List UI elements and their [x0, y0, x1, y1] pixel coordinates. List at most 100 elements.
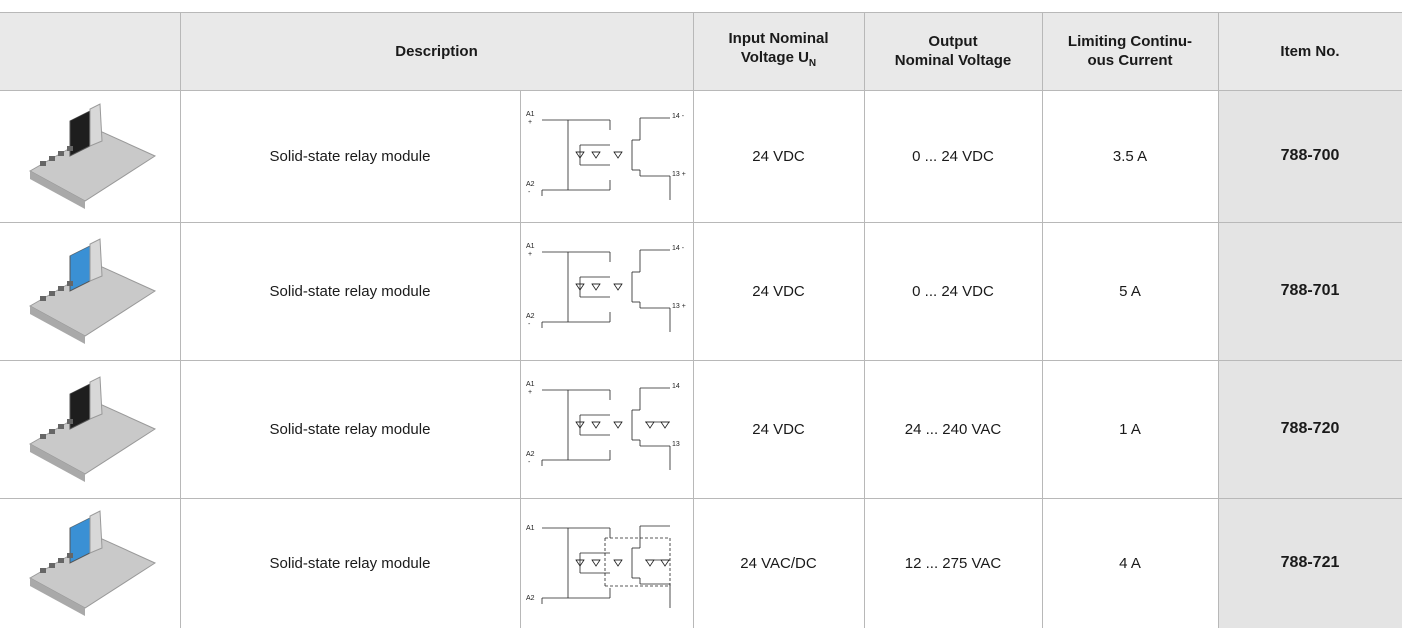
relay-base-side	[30, 578, 85, 616]
description: Solid-state relay module	[269, 554, 431, 572]
description: Solid-state relay module	[269, 147, 431, 165]
product-image	[0, 90, 180, 222]
diagram-label: A1	[526, 381, 535, 388]
column-line	[1218, 12, 1219, 628]
circuit-diagram: A1 + A2- 14 13	[520, 360, 693, 498]
header-cell: Limiting Continu-ous Current	[1042, 12, 1218, 90]
diagram-label: 13 +	[672, 171, 686, 178]
terminal	[58, 424, 64, 429]
relay-drawing	[28, 510, 157, 616]
diode	[613, 151, 623, 159]
diagram-label: 13 +	[672, 303, 686, 310]
relay-drawing	[28, 376, 157, 482]
item-background	[1218, 90, 1402, 222]
terminal	[40, 161, 46, 166]
diode	[613, 283, 623, 291]
item-background	[1218, 360, 1402, 498]
diagram-label: A2	[526, 181, 535, 188]
column-line	[1042, 12, 1043, 628]
circuit: A1+ A2- 14 13	[526, 381, 680, 470]
description: Solid-state relay module	[269, 282, 431, 300]
row-line	[0, 222, 1402, 223]
diagram-label: A1	[526, 243, 535, 250]
diagram-label: A2	[526, 595, 535, 602]
diagram-label: 14 -	[672, 113, 685, 120]
terminal	[40, 296, 46, 301]
circuit: A1+ A2- 14 - 13 +	[526, 243, 686, 332]
diode	[613, 559, 623, 567]
column-line	[693, 12, 694, 628]
item-number: 788-701	[1280, 282, 1340, 299]
relay-clip	[89, 238, 103, 282]
item-number: 788-721	[1280, 554, 1340, 571]
product-image	[0, 498, 180, 628]
circuit: A1+ A2- 14 - 13 +	[526, 111, 686, 200]
item-background	[1218, 222, 1402, 360]
output-voltage: 12 ... 275 VAC	[904, 554, 1002, 572]
diode	[660, 421, 670, 429]
terminal	[40, 568, 46, 573]
product-image	[0, 360, 180, 498]
input-voltage: 24 VDC	[752, 147, 805, 165]
header-line: Voltage UN	[740, 49, 817, 69]
item-number: 788-700	[1280, 147, 1340, 164]
diagram-label: +	[528, 119, 532, 126]
column-line	[520, 90, 521, 628]
header-cell: Input Nominal Voltage UN	[693, 12, 864, 90]
diagram-label: 14	[672, 383, 680, 390]
diode	[591, 151, 601, 159]
relay-base-side	[30, 306, 85, 344]
diode	[645, 559, 655, 567]
diagram-label: -	[528, 459, 531, 466]
circuit: A1 A2	[526, 525, 671, 608]
diode	[591, 283, 601, 291]
circuit-diagram: A1 + A2- 14 - 13 +	[520, 90, 693, 222]
terminal	[67, 553, 73, 558]
circuit-diagram: A1 + A2- 14 - 13 +	[520, 222, 693, 360]
input-voltage: 24 VDC	[752, 420, 805, 438]
input-voltage: 24 VAC/DC	[740, 554, 817, 572]
relay-base-side	[30, 171, 85, 209]
header-cell: Description	[395, 42, 478, 60]
relay-clip	[89, 510, 103, 554]
item-background	[1218, 498, 1402, 628]
terminal	[49, 563, 55, 568]
diode	[645, 421, 655, 429]
header-cell: Output Nominal Voltage	[864, 12, 1042, 90]
terminal	[67, 281, 73, 286]
diode	[591, 559, 601, 567]
current: 1 A	[1119, 420, 1141, 438]
diode	[613, 421, 623, 429]
terminal	[49, 291, 55, 296]
output-voltage: 0 ... 24 VDC	[912, 147, 994, 165]
terminal	[58, 151, 64, 156]
header-cell: Item No.	[1280, 42, 1340, 60]
output-voltage: 24 ... 240 VAC	[904, 420, 1002, 438]
row-line	[0, 360, 1402, 361]
relay-base-side	[30, 444, 85, 482]
current: 5 A	[1119, 282, 1141, 300]
diagram-label: A2	[526, 313, 535, 320]
diode	[591, 421, 601, 429]
diagram-label: -	[528, 321, 531, 328]
current: 3.5 A	[1112, 147, 1148, 165]
terminal	[58, 558, 64, 563]
diagram-label: 13	[672, 441, 680, 448]
diagram-label: 14 -	[672, 245, 685, 252]
header-line: Input Nominal	[728, 30, 829, 47]
column-line	[864, 12, 865, 628]
input-voltage: 24 VDC	[752, 282, 805, 300]
diode	[660, 559, 670, 567]
diagram-label: +	[528, 251, 532, 258]
row-line	[0, 498, 1402, 499]
header-line: ous Current	[1087, 52, 1173, 69]
diagram-label: -	[528, 189, 531, 196]
relay-clip	[89, 103, 103, 147]
product-image	[0, 222, 180, 360]
relay-clip	[89, 376, 103, 420]
current: 4 A	[1119, 554, 1141, 572]
header-subscript: N	[808, 58, 817, 69]
terminal	[40, 434, 46, 439]
relay-drawing	[28, 238, 157, 344]
header-line: Limiting Continu-	[1067, 33, 1193, 50]
